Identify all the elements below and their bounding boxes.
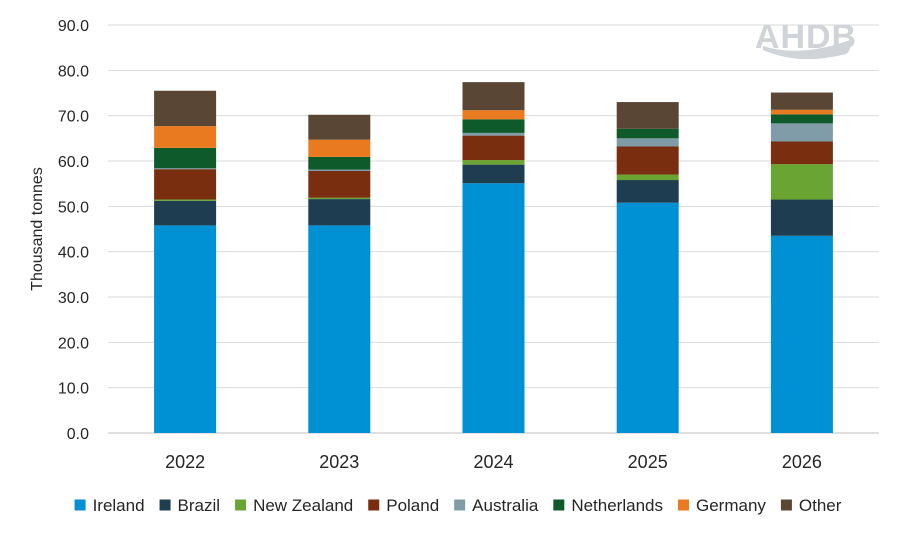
bar-segment-netherlands-2023 — [308, 156, 371, 170]
bar-segment-poland-2023 — [308, 170, 371, 198]
bar-segment-brazil-2023 — [308, 199, 371, 226]
bar-segment-ireland-2022 — [154, 225, 217, 433]
bar-segment-new-zealand-2024 — [462, 160, 525, 165]
bar-segment-australia-2025 — [616, 138, 679, 147]
y-tick-label: 60.0 — [58, 154, 89, 171]
logo-swoosh — [763, 40, 851, 60]
bar-segment-ireland-2026 — [770, 235, 833, 433]
bar-segment-netherlands-2022 — [154, 147, 217, 169]
bar-segment-new-zealand-2022 — [154, 199, 217, 201]
legend-label-netherlands: Netherlands — [571, 496, 663, 515]
y-tick-label: 40.0 — [58, 245, 89, 262]
bar-segment-new-zealand-2023 — [308, 197, 371, 200]
y-tick-label: 20.0 — [58, 335, 89, 352]
bar-segment-netherlands-2026 — [770, 114, 833, 124]
y-axis-ticks: 0.0 10.0 20.0 30.0 40.0 50.0 60.0 70.0 80.0 90.0 — [58, 18, 89, 443]
bar-segment-ireland-2023 — [308, 225, 371, 433]
bar-segment-poland-2022 — [154, 169, 217, 200]
bar-segment-other-2022 — [154, 90, 217, 127]
y-tick-label: 90.0 — [58, 18, 89, 35]
y-tick-label: 50.0 — [58, 199, 89, 216]
bar-segment-other-2024 — [462, 82, 525, 111]
bar-segment-australia-2026 — [770, 123, 833, 142]
bar-segment-brazil-2026 — [770, 199, 833, 236]
bar-segment-germany-2023 — [308, 139, 371, 157]
bar-segment-other-2023 — [308, 114, 371, 140]
bar-segment-other-2025 — [616, 102, 679, 129]
bar-segment-other-2026 — [770, 92, 833, 110]
legend-swatch-other — [780, 499, 792, 511]
bar-segment-ireland-2024 — [462, 183, 525, 433]
bar-segment-australia-2022 — [154, 168, 217, 170]
y-tick-label: 10.0 — [58, 381, 89, 398]
legend-label-poland: Poland — [386, 496, 439, 515]
x-category-label: 2022 — [165, 452, 205, 472]
bar-segment-ireland-2025 — [616, 202, 679, 433]
y-tick-label: 80.0 — [58, 63, 89, 80]
legend-label-brazil: Brazil — [178, 496, 221, 515]
bar-segment-australia-2024 — [462, 132, 525, 136]
legend-label-new-zealand: New Zealand — [253, 496, 353, 515]
bar-segment-poland-2025 — [616, 146, 679, 175]
legend-label-other: Other — [799, 496, 842, 515]
legend: Ireland Brazil New Zealand Poland Australia N… — [74, 496, 842, 515]
legend-swatch-new-zealand — [235, 499, 247, 511]
legend-label-germany: Germany — [696, 496, 766, 515]
x-axis-categories: 2022 2023 2024 2025 2026 — [165, 452, 822, 472]
x-category-label: 2026 — [782, 452, 822, 472]
legend-label-ireland: Ireland — [93, 496, 145, 515]
x-category-label: 2023 — [319, 452, 359, 472]
legend-swatch-brazil — [159, 499, 171, 511]
y-tick-label: 30.0 — [58, 290, 89, 307]
x-category-label: 2024 — [473, 452, 513, 472]
bar-segment-germany-2026 — [770, 109, 833, 115]
bar-segment-netherlands-2025 — [616, 128, 679, 139]
y-tick-label: 0.0 — [67, 426, 89, 443]
y-axis-label: Thousand tonnes — [29, 167, 46, 291]
bar-segment-germany-2022 — [154, 126, 217, 148]
legend-swatch-netherlands — [553, 499, 565, 511]
ahdb-logo: AHDB — [755, 18, 856, 60]
bar-segment-brazil-2022 — [154, 200, 217, 226]
legend-swatch-poland — [368, 499, 380, 511]
legend-swatch-ireland — [74, 499, 86, 511]
legend-swatch-australia — [454, 499, 466, 511]
bar-segment-new-zealand-2025 — [616, 174, 679, 181]
x-category-label: 2025 — [628, 452, 668, 472]
bar-segment-brazil-2024 — [462, 164, 525, 184]
bars — [154, 82, 833, 433]
legend-swatch-germany — [677, 499, 689, 511]
bar-segment-netherlands-2024 — [462, 119, 525, 133]
bar-segment-poland-2024 — [462, 135, 525, 161]
y-tick-label: 70.0 — [58, 109, 89, 126]
bar-segment-australia-2023 — [308, 169, 371, 171]
bar-segment-germany-2024 — [462, 110, 525, 120]
bar-segment-brazil-2025 — [616, 180, 679, 203]
legend-label-australia: Australia — [472, 496, 539, 515]
bar-segment-poland-2026 — [770, 141, 833, 165]
bar-segment-new-zealand-2026 — [770, 164, 833, 200]
